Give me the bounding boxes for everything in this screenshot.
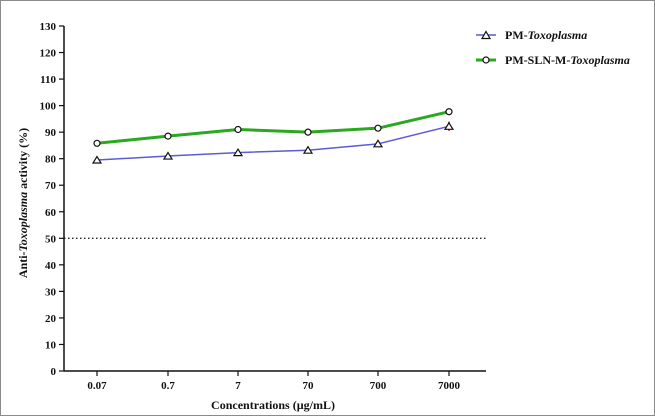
data-point <box>445 108 453 116</box>
y-tick-label: 60 <box>45 207 57 219</box>
legend-entry-pm-sln-m-toxoplasma: PM-SLN-M-Toxoplasma <box>476 53 630 67</box>
series-line <box>96 125 450 161</box>
x-tick-label: 0.7 <box>161 380 175 392</box>
legend-triangle-marker <box>480 30 492 40</box>
y-tick-label: 20 <box>45 313 57 325</box>
y-axis: 0 10 20 30 40 50 60 70 80 90 100 110 120 130 <box>40 21 65 378</box>
series-1 <box>93 108 453 147</box>
data-point <box>304 128 312 136</box>
x-axis: 0.07 0.7 7 70 700 7000 <box>64 370 486 392</box>
legend-entry-pm-toxoplasma: PM-Toxoplasma <box>476 28 587 42</box>
x-tick-label: 7 <box>235 380 241 392</box>
y-tick-label: 10 <box>45 339 57 351</box>
legend-label-pm-toxoplasma: PM-Toxoplasma <box>505 28 587 42</box>
x-tick-label: 70 <box>303 380 315 392</box>
y-tick-label: 100 <box>40 101 57 113</box>
y-tick-label: 0 <box>51 366 57 378</box>
x-tick-label: 7000 <box>438 380 461 392</box>
data-point <box>443 121 455 130</box>
y-tick-label: 110 <box>40 74 56 86</box>
y-tick-label: 130 <box>40 21 57 33</box>
data-point <box>164 132 172 140</box>
y-tick-label: 80 <box>45 154 57 166</box>
series-line <box>96 110 450 145</box>
y-axis-title: Anti-Toxoplasma activity (%) <box>16 128 30 278</box>
series-layer <box>91 108 455 164</box>
y-tick-label: 40 <box>45 260 57 272</box>
y-tick-label: 70 <box>45 180 57 192</box>
legend-circle-marker <box>482 56 490 64</box>
y-tick-label: 50 <box>45 233 57 245</box>
data-point <box>232 147 244 157</box>
x-axis-title: Concentrations (µg/mL) <box>211 398 335 412</box>
data-point <box>93 139 101 147</box>
data-point <box>91 155 103 164</box>
data-point <box>374 124 382 132</box>
series-0 <box>91 121 455 164</box>
y-tick-label: 30 <box>45 286 57 298</box>
data-point <box>372 139 384 148</box>
data-point <box>234 125 242 134</box>
legend-label-pm-sln-m-toxoplasma: PM-SLN-M-Toxoplasma <box>505 53 630 67</box>
legend: PM-Toxoplasma PM-SLN-M-Toxoplasma <box>476 28 630 67</box>
x-tick-label: 700 <box>370 380 387 392</box>
data-point <box>302 145 314 154</box>
x-tick-label: 0.07 <box>87 380 107 392</box>
y-tick-label: 120 <box>40 48 57 60</box>
data-point <box>162 151 174 160</box>
y-tick-label: 90 <box>45 127 57 139</box>
